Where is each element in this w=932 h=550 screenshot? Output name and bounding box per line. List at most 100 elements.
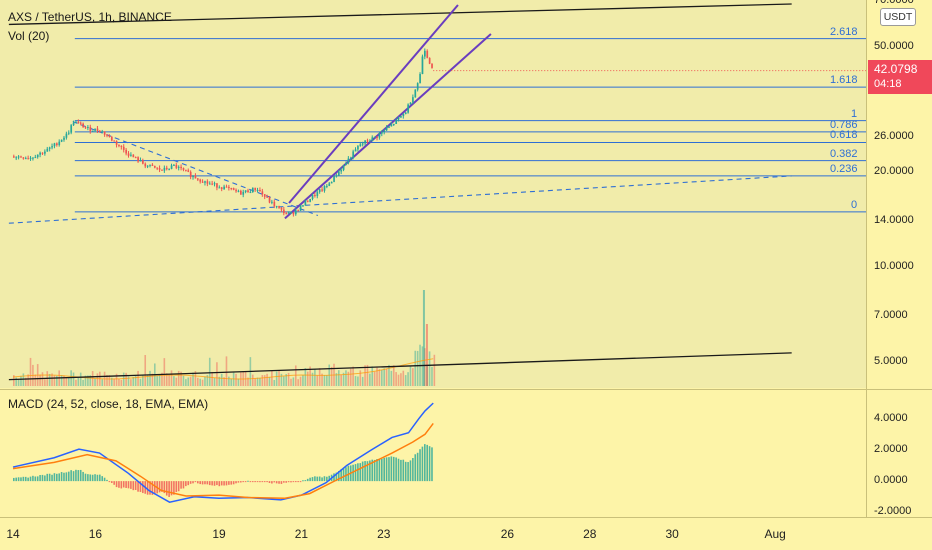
volume-bar xyxy=(84,375,87,386)
volume-bar xyxy=(388,364,390,386)
macd-histogram-bar xyxy=(220,481,223,486)
candle-body xyxy=(404,112,407,114)
candle-body xyxy=(204,181,206,183)
macd-histogram-bar xyxy=(302,480,304,482)
candle-body xyxy=(110,136,113,141)
volume-bar xyxy=(211,371,213,386)
macd-histogram-bar xyxy=(431,447,433,482)
candle-body xyxy=(275,206,278,208)
macd-histogram-bar xyxy=(72,471,75,482)
macd-histogram-bar xyxy=(89,474,92,482)
candle-body xyxy=(335,175,338,177)
volume-bar xyxy=(29,357,32,386)
volume-bar xyxy=(425,324,428,386)
candle-body xyxy=(91,130,94,132)
macd-histogram-bar xyxy=(115,481,118,488)
candle-body xyxy=(151,164,154,166)
macd-histogram-bar xyxy=(63,472,65,482)
time-axis-tick: 26 xyxy=(500,527,515,541)
candle-body xyxy=(383,130,386,132)
candle-body xyxy=(67,132,70,134)
volume-bar xyxy=(218,376,221,386)
symbol-title[interactable]: AXS / TetherUS, 1h, BINANCE xyxy=(8,10,172,24)
volume-indicator-label[interactable]: Vol (20) xyxy=(8,29,50,43)
macd-histogram-bar xyxy=(106,479,108,482)
volume-bar xyxy=(259,377,261,386)
volume-bar xyxy=(302,375,304,386)
macd-pane[interactable] xyxy=(0,392,866,517)
candle-body xyxy=(364,140,366,144)
volume-bar xyxy=(163,358,166,386)
candle-body xyxy=(261,191,264,195)
price-pane[interactable] xyxy=(0,0,866,388)
candle-body xyxy=(407,104,409,113)
macd-histogram-bar xyxy=(173,481,175,495)
candle-body xyxy=(149,164,151,166)
candle-body xyxy=(134,157,137,159)
candle-body xyxy=(323,186,326,191)
macd-histogram-bar xyxy=(204,481,206,485)
time-axis-tick: 21 xyxy=(294,527,309,541)
volume-bar xyxy=(34,374,37,386)
volume-bar xyxy=(173,376,175,386)
candle-body xyxy=(318,189,321,192)
macd-histogram-bar xyxy=(34,476,37,482)
candle-body xyxy=(63,137,65,140)
volume-bar xyxy=(199,378,201,386)
macd-histogram-bar xyxy=(103,477,106,482)
macd-histogram-bar xyxy=(290,481,292,483)
macd-histogram-bar xyxy=(130,481,132,489)
macd-histogram-bar xyxy=(17,477,20,482)
macd-histogram-bar xyxy=(404,461,407,482)
bar-countdown: 04:18 xyxy=(874,78,902,90)
macd-histogram-bar xyxy=(225,481,228,486)
volume-bar xyxy=(216,362,218,386)
volume-bar xyxy=(79,372,82,386)
macd-histogram-bar xyxy=(84,473,87,482)
volume-bar xyxy=(94,378,96,386)
candle-body xyxy=(108,135,111,137)
macd-histogram-bar xyxy=(24,476,27,482)
volume-bar xyxy=(75,379,77,386)
macd-histogram-bar xyxy=(357,463,359,482)
volume-bar xyxy=(63,375,65,386)
price-axis-tick: 26.0000 xyxy=(874,129,914,142)
candle-body xyxy=(294,210,297,215)
macd-indicator-label[interactable]: MACD (24, 52, close, 18, EMA, EMA) xyxy=(8,397,209,411)
volume-bar xyxy=(251,374,254,386)
volume-bar xyxy=(280,373,283,386)
candle-body xyxy=(409,102,412,105)
candle-body xyxy=(228,186,230,189)
candle-body xyxy=(297,210,300,212)
volume-bar xyxy=(17,379,20,386)
macd-histogram-bar xyxy=(77,470,80,482)
macd-histogram-bar xyxy=(354,464,357,482)
macd-histogram-bar xyxy=(189,481,192,484)
currency-selector[interactable]: USDT xyxy=(880,8,916,26)
candle-body xyxy=(13,156,15,158)
candle-body xyxy=(290,212,292,214)
macd-histogram-bar xyxy=(56,473,58,482)
volume-bar xyxy=(192,372,194,386)
volume-bar xyxy=(373,371,376,386)
candle-body xyxy=(242,191,245,195)
candle-body xyxy=(44,151,46,154)
candle-body xyxy=(72,122,75,126)
candle-body xyxy=(39,152,41,155)
volume-bar xyxy=(409,366,412,386)
candle-body xyxy=(314,195,316,197)
macd-histogram-bar xyxy=(407,462,409,482)
time-axis-tick: 23 xyxy=(377,527,391,541)
candle-body xyxy=(156,167,159,169)
macd-histogram-bar xyxy=(213,481,216,486)
candle-body xyxy=(185,169,187,171)
candle-body xyxy=(87,127,89,129)
candle-body xyxy=(194,175,197,179)
macd-histogram-bar xyxy=(314,476,316,482)
candle-body xyxy=(345,163,347,165)
volume-bar xyxy=(230,378,233,386)
volume-bar xyxy=(290,378,292,386)
price-axis-tick: 7.0000 xyxy=(874,309,908,322)
volume-bar xyxy=(326,375,328,386)
